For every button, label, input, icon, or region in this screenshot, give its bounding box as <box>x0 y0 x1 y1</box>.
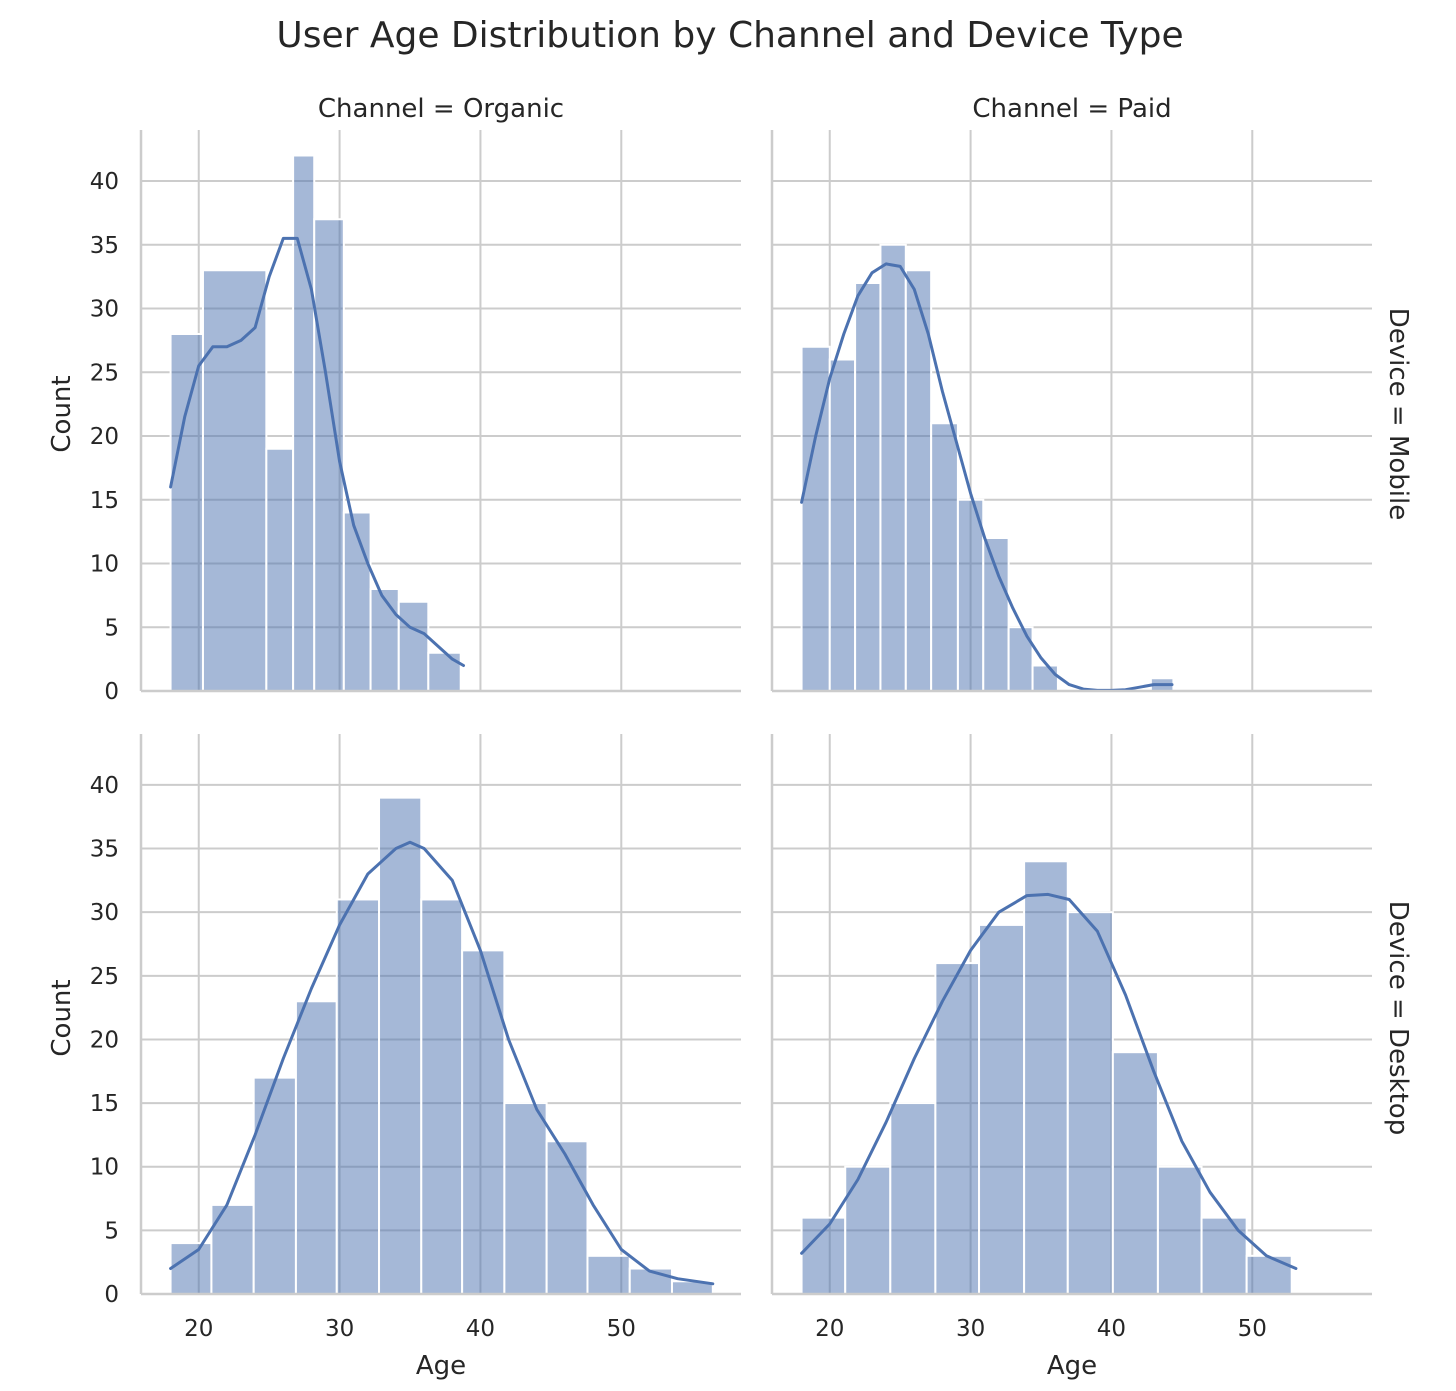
y-tick-label: 10 <box>90 552 119 578</box>
histogram-bar <box>828 358 857 692</box>
y-tick-label: 20 <box>90 1027 119 1053</box>
x-tick-label: 20 <box>815 1316 844 1342</box>
chart-title: User Age Distribution by Channel and Dev… <box>276 15 1183 56</box>
histogram-bar <box>342 511 372 692</box>
y-tick-label: 25 <box>90 360 119 386</box>
y-tick-label: 15 <box>90 488 119 514</box>
y-tick-label: 0 <box>104 679 119 705</box>
x-tick-label: 20 <box>184 1316 213 1342</box>
histogram-bar <box>169 333 204 692</box>
y-tick-label: 40 <box>90 169 119 195</box>
histogram-bar <box>369 588 400 692</box>
x-tick-label: 40 <box>1097 1316 1126 1342</box>
y-tick-label: 30 <box>90 900 119 926</box>
col-title-organic: Channel = Organic <box>318 94 564 124</box>
row-title-mobile: Device = Mobile <box>1383 308 1413 521</box>
kde-line <box>800 892 1298 1270</box>
row-title-desktop: Device = Desktop <box>1383 901 1413 1135</box>
histogram-bar <box>503 1102 548 1296</box>
y-tick-label: 0 <box>104 1282 119 1308</box>
histogram-bar <box>982 537 1010 692</box>
x-axis-label-right: Age <box>1047 1351 1097 1381</box>
histogram-bar <box>292 154 316 692</box>
histogram-bar <box>265 447 295 692</box>
histogram-bar <box>1023 860 1069 1295</box>
y-tick-label: 40 <box>90 773 119 799</box>
histogram-bar <box>420 898 464 1295</box>
histogram-bar <box>335 898 381 1295</box>
histogram-bar <box>978 923 1026 1296</box>
y-tick-label: 35 <box>90 233 119 259</box>
histogram-bar <box>800 1216 847 1295</box>
x-tick-label: 30 <box>956 1316 985 1342</box>
panel-organic-desktop: 0 5 10 15 20 25 30 35 40 20 30 40 50 <box>90 734 741 1342</box>
histogram-bar <box>854 282 882 692</box>
x-axis-label-left: Age <box>416 1351 466 1381</box>
histogram-bar <box>427 651 462 692</box>
histogram-bar <box>252 1076 297 1295</box>
histogram-bar <box>844 1165 892 1296</box>
histogram-bar <box>956 498 985 692</box>
y-tick-label: 5 <box>104 615 119 641</box>
histogram-bar <box>1156 1165 1203 1296</box>
histogram-bar <box>1245 1254 1293 1296</box>
x-tick-label: 50 <box>607 1316 636 1342</box>
x-tick-label: 40 <box>466 1316 495 1342</box>
col-title-paid: Channel = Paid <box>972 94 1171 124</box>
y-tick-label: 5 <box>104 1218 119 1244</box>
panel-paid-mobile <box>770 130 1372 693</box>
histogram-bar <box>1066 911 1114 1295</box>
histogram-bar <box>934 962 981 1295</box>
histogram-bar <box>169 1242 213 1296</box>
kde-line <box>169 840 715 1286</box>
histogram-bar <box>201 269 268 692</box>
y-tick-label: 10 <box>90 1155 119 1181</box>
panel-paid-desktop: 20 30 40 50 <box>770 734 1372 1342</box>
histogram-bar <box>1031 664 1059 692</box>
x-tick-label: 30 <box>325 1316 354 1342</box>
histogram-bar <box>879 243 907 692</box>
histogram-bar <box>930 422 959 692</box>
histogram-bar <box>800 345 831 692</box>
panel-organic-mobile: 0 5 10 15 20 25 30 35 40 <box>90 130 741 705</box>
y-tick-label: 15 <box>90 1091 119 1117</box>
histogram-bar <box>378 796 423 1295</box>
y-tick-label: 20 <box>90 424 119 450</box>
histogram-bar <box>545 1140 589 1295</box>
histogram-bar <box>1200 1216 1248 1295</box>
histogram-bar <box>1111 1051 1159 1295</box>
histogram-bar <box>294 1000 338 1295</box>
y-axis-label-bottom: Count <box>47 979 77 1056</box>
histogram-bar <box>889 1102 937 1296</box>
y-axis-label-top: Count <box>47 375 77 452</box>
y-tick-label: 35 <box>90 837 119 863</box>
kde-line <box>169 236 465 667</box>
histogram-bar <box>397 600 430 692</box>
histogram-bar <box>586 1254 631 1296</box>
y-tick-label: 25 <box>90 964 119 990</box>
y-tick-label: 30 <box>90 297 119 323</box>
x-tick-label: 50 <box>1238 1316 1267 1342</box>
